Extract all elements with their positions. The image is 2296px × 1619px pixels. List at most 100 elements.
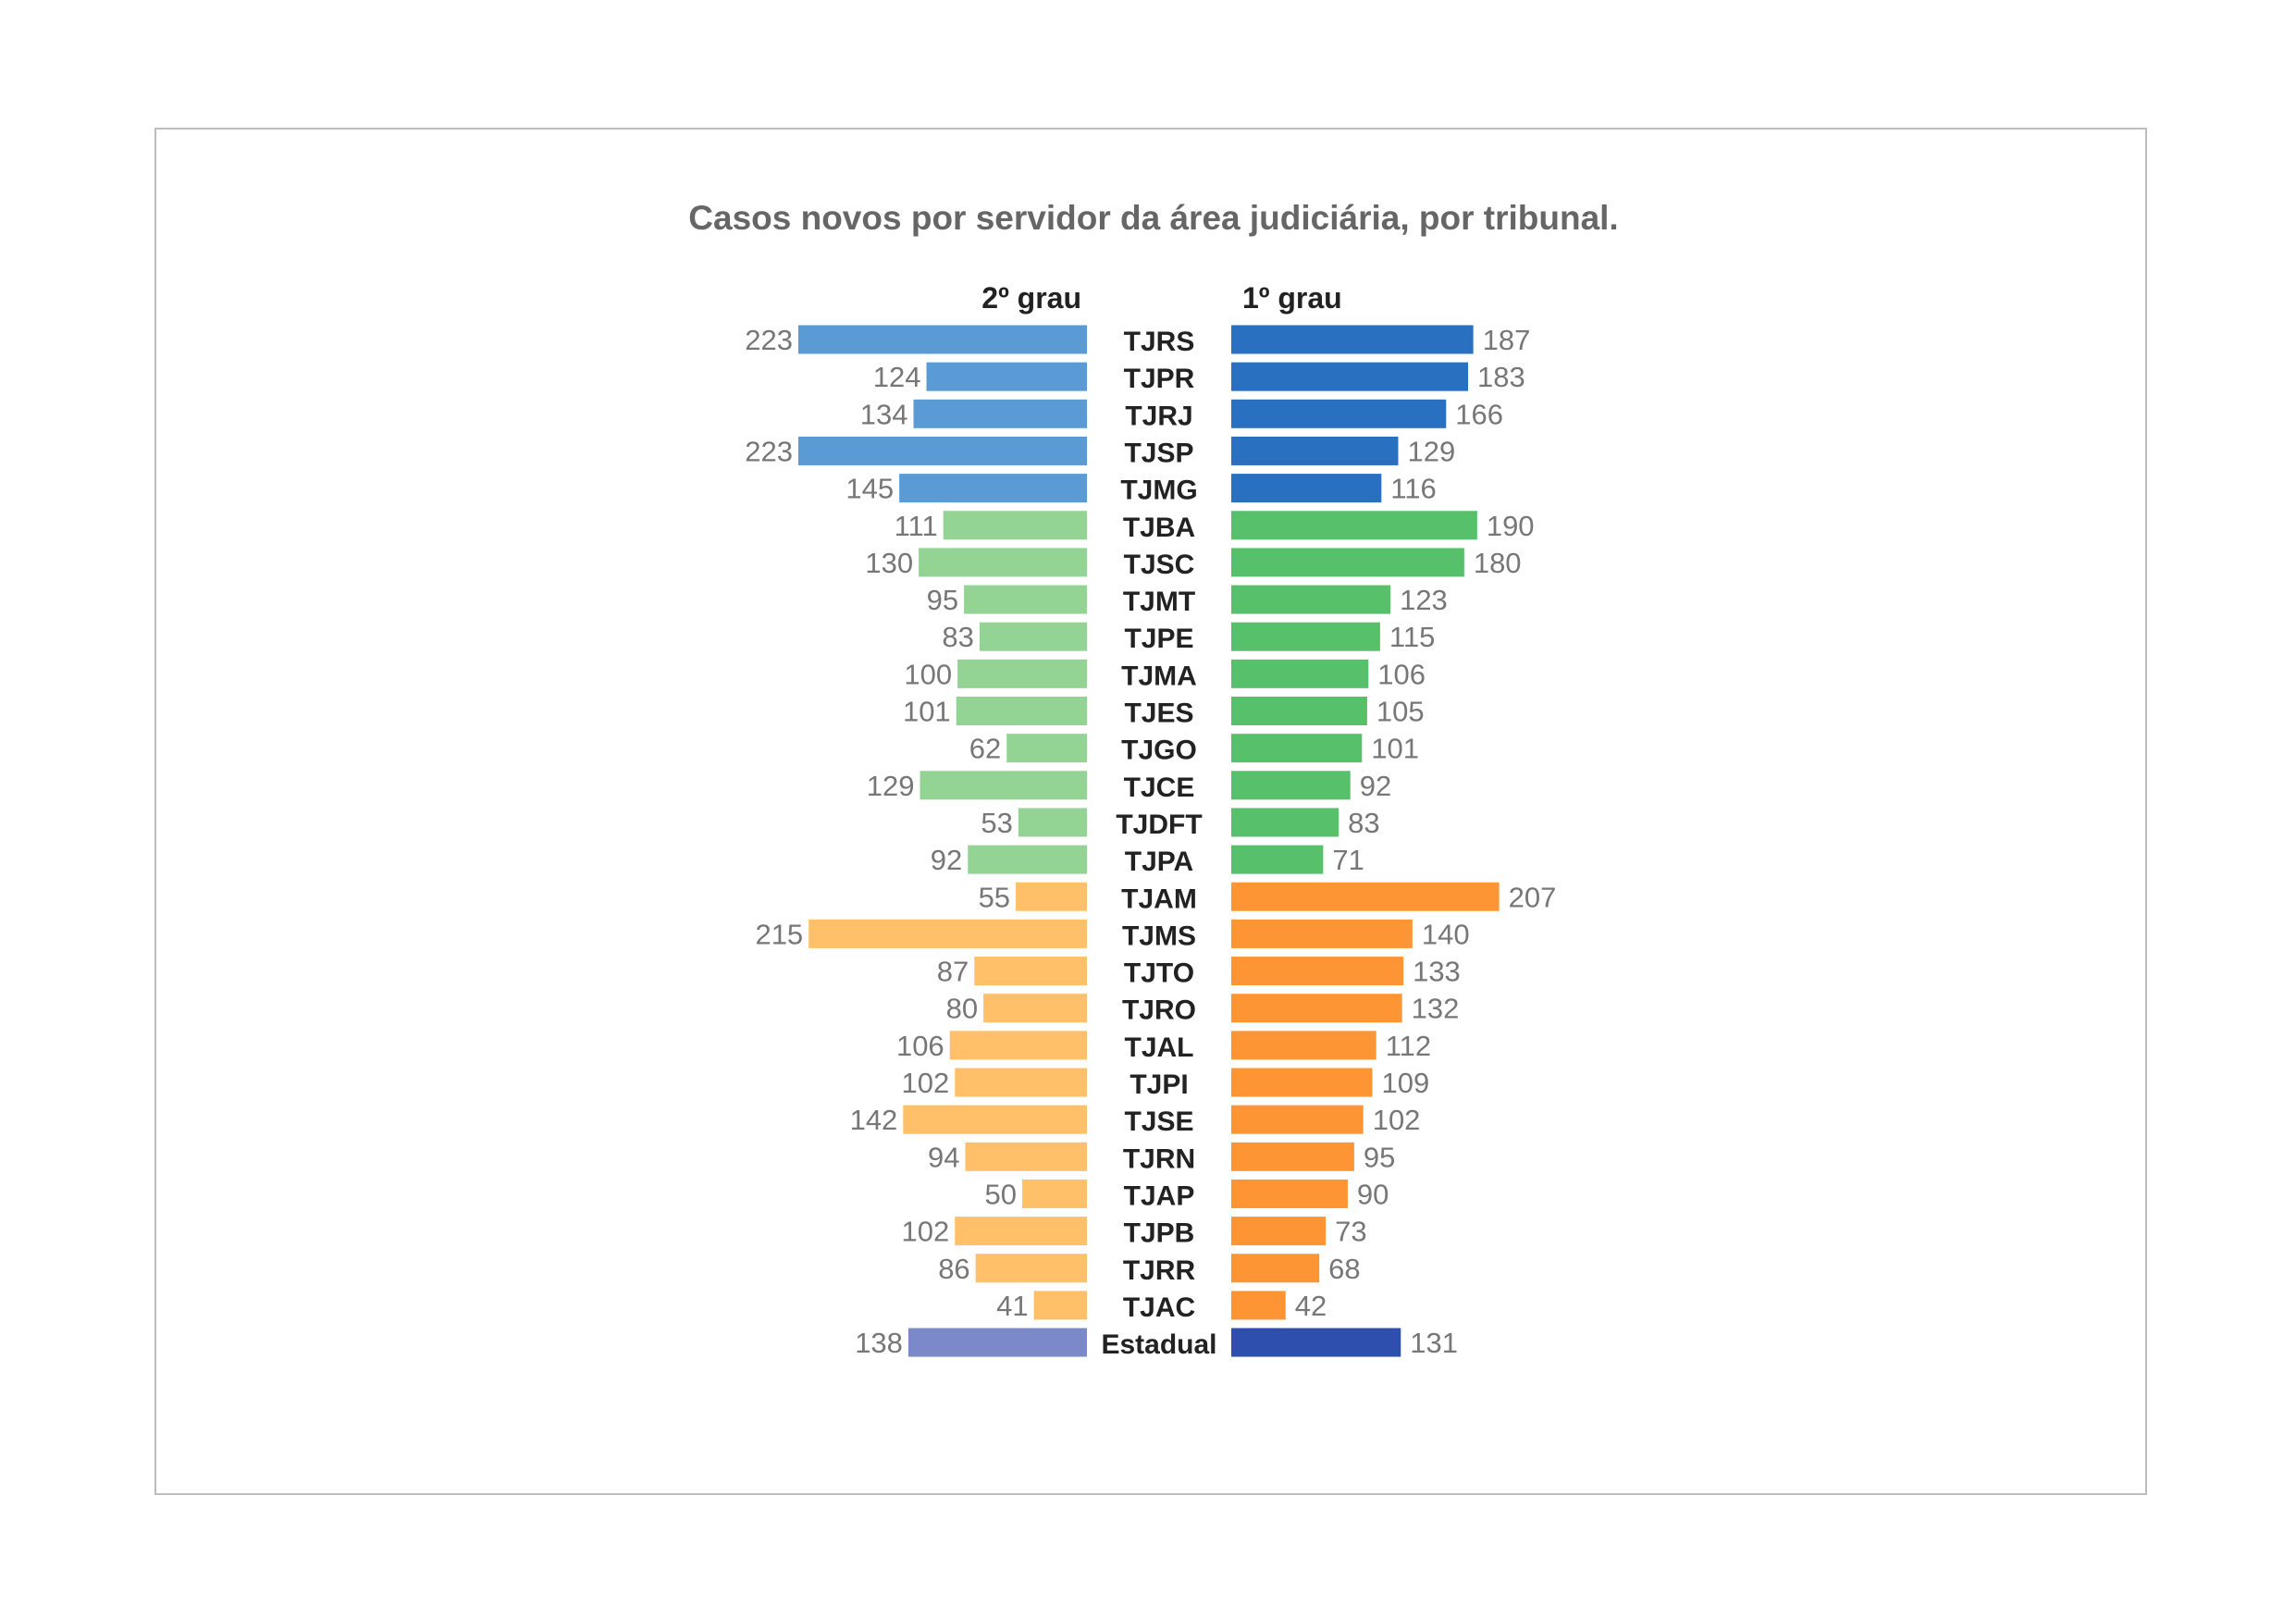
category-label-tjap: TJAP — [1124, 1180, 1195, 1211]
bar-2-grau-tjdft — [1018, 808, 1087, 837]
value-label-2-grau-tjes: 101 — [903, 696, 951, 728]
bar-1-grau-tjes — [1231, 697, 1367, 725]
bar-2-grau-tjsp — [798, 436, 1087, 465]
bar-1-grau-tjma — [1231, 659, 1369, 688]
value-label-2-grau-tjro: 80 — [946, 993, 978, 1025]
chart-title: Casos novos por servidor da área judiciá… — [688, 199, 1618, 237]
value-label-2-grau-tjba: 111 — [895, 510, 938, 542]
value-label-2-grau-tjma: 100 — [904, 658, 952, 690]
value-label-1-grau-estadual: 131 — [1410, 1327, 1458, 1359]
value-label-2-grau-tjgo: 62 — [969, 733, 1001, 765]
bar-1-grau-estadual — [1231, 1328, 1401, 1357]
bar-1-grau-tjam — [1231, 882, 1500, 911]
value-label-1-grau-tjba: 190 — [1487, 510, 1535, 542]
bar-2-grau-tjba — [943, 511, 1087, 540]
bar-2-grau-tjsc — [919, 548, 1087, 577]
bar-1-grau-tjms — [1231, 919, 1413, 948]
value-label-2-grau-tjto: 87 — [937, 956, 969, 988]
value-label-2-grau-tjsp: 223 — [745, 435, 793, 467]
value-label-1-grau-tjsp: 129 — [1407, 435, 1455, 467]
value-label-1-grau-tjms: 140 — [1422, 918, 1470, 950]
category-label-tjsc: TJSC — [1124, 550, 1195, 580]
value-label-1-grau-tjam: 207 — [1509, 881, 1557, 913]
value-label-1-grau-tjrr: 68 — [1328, 1253, 1360, 1285]
value-label-2-grau-tjac: 41 — [996, 1290, 1028, 1322]
value-label-2-grau-tjmg: 145 — [846, 473, 894, 505]
value-label-2-grau-tjpb: 102 — [902, 1216, 950, 1248]
category-label-tjac: TJAC — [1123, 1292, 1195, 1323]
bar-2-grau-tjce — [920, 771, 1087, 800]
bar-1-grau-tjpr — [1231, 362, 1469, 391]
bar-2-grau-estadual — [907, 1328, 1087, 1357]
value-label-1-grau-tjrj: 166 — [1455, 398, 1503, 430]
bar-1-grau-tjro — [1231, 994, 1402, 1023]
value-label-1-grau-tjce: 92 — [1360, 770, 1391, 802]
value-label-2-grau-tjsc: 130 — [865, 547, 913, 579]
bar-1-grau-tjrs — [1231, 325, 1474, 354]
chart-svg: Casos novos por servidor da área judiciá… — [688, 199, 1618, 1360]
value-label-1-grau-tjrs: 187 — [1483, 324, 1531, 356]
value-label-1-grau-tjac: 42 — [1295, 1290, 1327, 1322]
category-label-tjrj: TJRJ — [1125, 401, 1192, 431]
category-label-estadual: Estadual — [1101, 1329, 1216, 1360]
value-label-2-grau-tjms: 215 — [755, 918, 803, 950]
bar-1-grau-tjba — [1231, 511, 1477, 540]
bar-2-grau-tjma — [957, 659, 1087, 688]
value-label-1-grau-tjrn: 95 — [1364, 1141, 1395, 1173]
category-label-tjmt: TJMT — [1123, 587, 1195, 617]
value-label-1-grau-tjpi: 109 — [1382, 1067, 1430, 1099]
category-label-tjse: TJSE — [1124, 1106, 1193, 1137]
bar-2-grau-tjpi — [955, 1068, 1087, 1097]
value-label-2-grau-tjrn: 94 — [928, 1141, 959, 1173]
category-label-tjrr: TJRR — [1123, 1255, 1196, 1286]
category-label-tjam: TJAM — [1121, 884, 1197, 914]
value-label-1-grau-tjmg: 116 — [1390, 473, 1436, 505]
bar-2-grau-tjpb — [955, 1217, 1087, 1246]
category-label-tjmg: TJMG — [1120, 476, 1197, 506]
value-label-2-grau-tjap: 50 — [985, 1178, 1017, 1210]
bar-2-grau-tjpe — [979, 622, 1087, 651]
bar-2-grau-tjrr — [975, 1254, 1087, 1283]
bar-1-grau-tjpa — [1231, 845, 1324, 874]
value-label-1-grau-tjes: 105 — [1376, 696, 1425, 728]
value-label-2-grau-tjce: 129 — [867, 770, 915, 802]
header-2-grau: 2º grau — [981, 281, 1081, 315]
bar-2-grau-tjse — [903, 1105, 1087, 1134]
category-label-tjal: TJAL — [1125, 1032, 1194, 1063]
bar-1-grau-tjsc — [1231, 548, 1464, 577]
value-label-1-grau-tjmt: 123 — [1400, 584, 1448, 616]
value-label-1-grau-tjal: 112 — [1386, 1030, 1431, 1062]
bars-group: 223 187 TJRS 124 183 TJPR 134 166 TJRJ 223 129 TJSP… — [745, 324, 1556, 1360]
value-label-1-grau-tjpe: 115 — [1389, 621, 1435, 653]
category-label-tjto: TJTO — [1124, 958, 1194, 989]
value-label-2-grau-tjmt: 95 — [927, 584, 958, 616]
bar-1-grau-tjdft — [1231, 808, 1339, 837]
category-label-tjdft: TJDFT — [1116, 810, 1202, 840]
value-label-2-grau-tjrr: 86 — [938, 1253, 969, 1285]
category-label-tjgo: TJGO — [1121, 735, 1197, 766]
value-label-1-grau-tjap: 90 — [1357, 1178, 1389, 1210]
category-label-tjrs: TJRS — [1124, 327, 1195, 357]
chart-frame: Casos novos por servidor da área judiciá… — [154, 128, 2147, 1495]
category-label-tjba: TJBA — [1123, 513, 1195, 543]
value-label-2-grau-tjpr: 124 — [873, 361, 921, 393]
bar-2-grau-tjpr — [926, 362, 1087, 391]
bar-1-grau-tjce — [1231, 771, 1351, 800]
bar-2-grau-tjmt — [964, 585, 1087, 614]
header-1-grau: 1º grau — [1242, 281, 1342, 315]
bar-1-grau-tjto — [1231, 957, 1404, 986]
category-label-tjce: TJCE — [1124, 772, 1195, 803]
value-label-2-grau-tjrs: 223 — [745, 324, 793, 356]
value-label-1-grau-tjsc: 180 — [1474, 547, 1522, 579]
bar-2-grau-tjes — [956, 697, 1087, 725]
value-label-2-grau-tjse: 142 — [850, 1104, 898, 1136]
category-label-tjro: TJRO — [1122, 995, 1196, 1026]
value-label-2-grau-estadual: 138 — [855, 1327, 903, 1359]
bar-1-grau-tjse — [1231, 1105, 1364, 1134]
bar-2-grau-tjto — [974, 957, 1087, 986]
bar-1-grau-tjrn — [1231, 1142, 1354, 1171]
bar-1-grau-tjrr — [1231, 1254, 1320, 1283]
bar-1-grau-tjrj — [1231, 399, 1447, 428]
bar-1-grau-tjpe — [1231, 622, 1380, 651]
category-label-tjes: TJES — [1124, 698, 1193, 729]
